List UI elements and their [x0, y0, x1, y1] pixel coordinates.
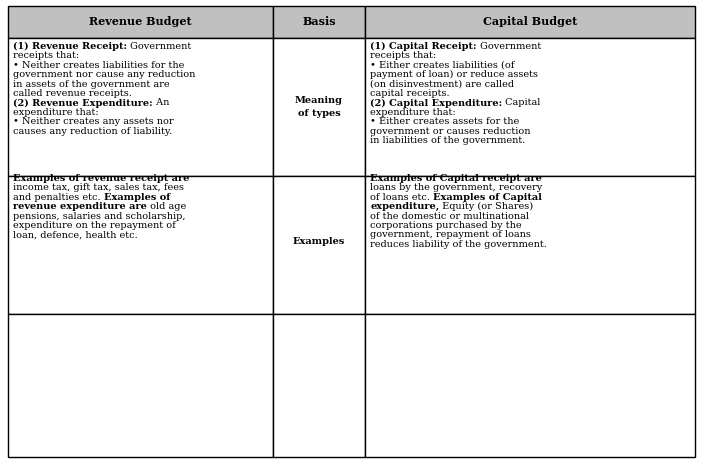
Bar	[8, 176, 273, 314]
Text: (1) Capital Receipt:: (1) Capital Receipt:	[370, 42, 477, 51]
Text: • Either creates liabilities (of: • Either creates liabilities (of	[370, 61, 515, 70]
Text: receipts that:: receipts that:	[13, 51, 79, 60]
Text: expenditure that:: expenditure that:	[13, 108, 99, 117]
Text: Basis: Basis	[302, 16, 336, 27]
Text: loans by the government, recovery: loans by the government, recovery	[370, 183, 543, 192]
Text: (2) Revenue Expenditure:: (2) Revenue Expenditure:	[13, 99, 153, 107]
Text: (on disinvestment) are called: (on disinvestment) are called	[370, 80, 515, 88]
Text: corporations purchased by the: corporations purchased by the	[370, 221, 522, 230]
Text: revenue expenditure are: revenue expenditure are	[13, 202, 147, 211]
Text: in liabilities of the government.: in liabilities of the government.	[370, 136, 526, 145]
Bar	[366, 176, 695, 314]
Bar	[8, 38, 273, 176]
Text: payment of loan) or reduce assets: payment of loan) or reduce assets	[370, 70, 538, 79]
Text: capital receipts.: capital receipts.	[370, 89, 450, 98]
Text: loan, defence, health etc.: loan, defence, health etc.	[13, 231, 138, 239]
Text: Revenue Budget: Revenue Budget	[89, 16, 192, 27]
Text: government, repayment of loans: government, repayment of loans	[370, 231, 531, 239]
Text: An: An	[153, 99, 169, 107]
Text: Government: Government	[477, 42, 541, 51]
Text: old age: old age	[147, 202, 186, 211]
Bar	[273, 314, 366, 457]
Text: government nor cause any reduction: government nor cause any reduction	[13, 70, 195, 79]
Bar	[366, 314, 695, 457]
Text: Capital: Capital	[502, 99, 541, 107]
Bar	[8, 314, 273, 457]
Text: causes any reduction of liability.: causes any reduction of liability.	[13, 127, 173, 136]
Text: called revenue receipts.: called revenue receipts.	[13, 89, 132, 98]
Text: • Neither creates liabilities for the: • Neither creates liabilities for the	[13, 61, 185, 70]
Text: Equity (or Shares): Equity (or Shares)	[439, 202, 534, 211]
Text: of loans etc.: of loans etc.	[370, 193, 433, 202]
Text: Capital Budget: Capital Budget	[483, 16, 577, 27]
Text: pensions, salaries and scholarship,: pensions, salaries and scholarship,	[13, 212, 186, 220]
Text: Examples of Capital receipt are: Examples of Capital receipt are	[370, 174, 542, 183]
Bar	[366, 6, 695, 38]
Text: • Either creates assets for the: • Either creates assets for the	[370, 118, 520, 126]
Bar	[273, 38, 366, 176]
Text: Government: Government	[127, 42, 192, 51]
Text: expenditure on the repayment of: expenditure on the repayment of	[13, 221, 176, 230]
Bar	[273, 176, 366, 314]
Text: receipts that:: receipts that:	[370, 51, 437, 60]
Text: Meaning
of types: Meaning of types	[295, 96, 343, 118]
Text: Examples of Capital: Examples of Capital	[433, 193, 542, 202]
Text: of the domestic or multinational: of the domestic or multinational	[370, 212, 529, 220]
Bar	[273, 6, 366, 38]
Text: • Neither creates any assets nor: • Neither creates any assets nor	[13, 118, 174, 126]
Text: government or causes reduction: government or causes reduction	[370, 127, 531, 136]
Bar	[366, 38, 695, 176]
Text: income tax, gift tax, sales tax, fees: income tax, gift tax, sales tax, fees	[13, 183, 184, 192]
Text: reduces liability of the government.: reduces liability of the government.	[370, 240, 547, 249]
Text: Examples: Examples	[292, 238, 345, 246]
Text: in assets of the government are: in assets of the government are	[13, 80, 170, 88]
Text: expenditure that:: expenditure that:	[370, 108, 456, 117]
Text: Examples of: Examples of	[104, 193, 171, 202]
Text: and penalties etc.: and penalties etc.	[13, 193, 104, 202]
Text: expenditure,: expenditure,	[370, 202, 439, 211]
Bar	[8, 6, 273, 38]
Text: (2) Capital Expenditure:: (2) Capital Expenditure:	[370, 99, 502, 107]
Text: Examples of revenue receipt are: Examples of revenue receipt are	[13, 174, 190, 183]
Text: (1) Revenue Receipt:: (1) Revenue Receipt:	[13, 42, 127, 51]
